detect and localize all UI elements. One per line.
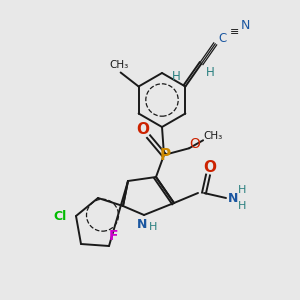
- Text: N: N: [228, 191, 238, 205]
- Text: H: H: [238, 185, 246, 195]
- Text: N: N: [241, 20, 250, 32]
- Text: CH₃: CH₃: [203, 131, 223, 141]
- Text: C: C: [218, 32, 226, 45]
- Text: F: F: [108, 229, 118, 243]
- Text: N: N: [137, 218, 147, 232]
- Text: O: O: [203, 160, 217, 175]
- Text: H: H: [149, 222, 157, 232]
- Text: O: O: [136, 122, 149, 137]
- Text: Cl: Cl: [53, 209, 67, 223]
- Text: H: H: [238, 201, 246, 211]
- Text: ≡: ≡: [230, 27, 239, 37]
- Text: O: O: [190, 137, 201, 151]
- Text: H: H: [172, 70, 181, 83]
- Text: CH₃: CH₃: [109, 59, 128, 70]
- Text: H: H: [206, 66, 215, 79]
- Text: P: P: [159, 148, 171, 163]
